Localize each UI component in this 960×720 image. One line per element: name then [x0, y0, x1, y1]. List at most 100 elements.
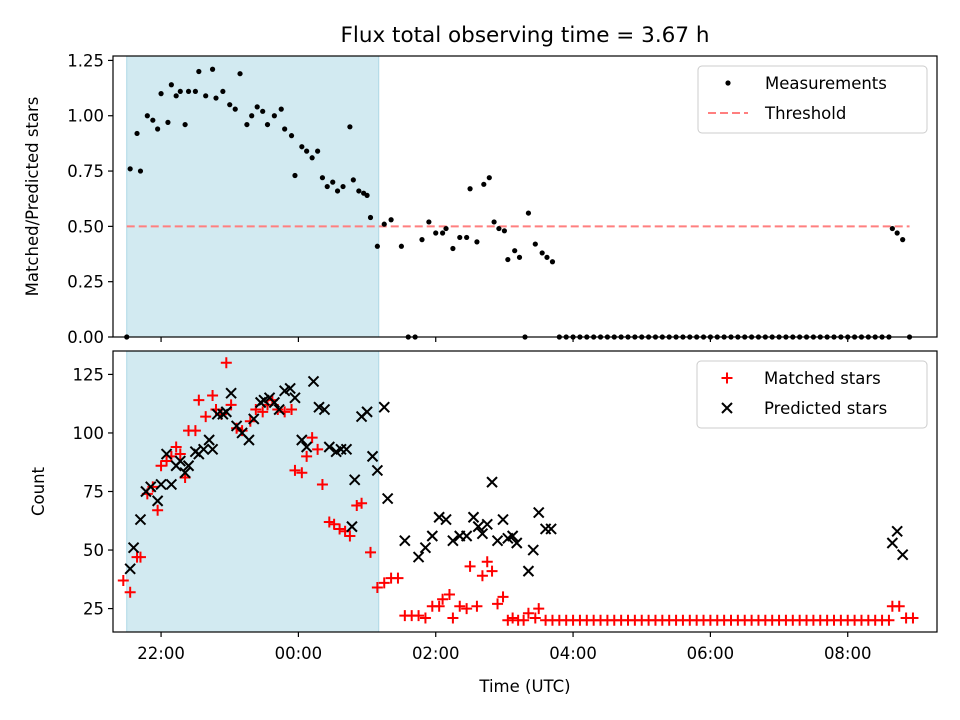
x-tick-label: 02:00	[412, 644, 460, 663]
measurement-point	[309, 155, 315, 161]
matched-point	[207, 389, 219, 401]
matched-point	[301, 450, 313, 462]
x-tick-label: 00:00	[275, 644, 323, 663]
measurement-point	[516, 254, 523, 260]
measurement-point	[381, 221, 387, 227]
predicted-point	[155, 478, 167, 491]
measurement-point	[315, 148, 321, 154]
predicted-point	[174, 455, 187, 467]
predicted-point	[481, 518, 493, 530]
measurement-point	[324, 183, 330, 190]
matched-point	[334, 523, 346, 535]
measurement-point	[173, 93, 179, 99]
legend: Matched stars Predicted stars	[696, 360, 928, 429]
matched-point	[189, 425, 201, 437]
predicted-point	[230, 420, 243, 432]
predicted-point	[426, 530, 439, 542]
measurement-point	[340, 183, 346, 190]
measurement-point	[440, 230, 446, 236]
predicted-point	[486, 476, 498, 488]
measurement-point	[249, 113, 255, 119]
predicted-point	[399, 534, 411, 547]
measurement-point	[150, 117, 156, 123]
predicted-point	[545, 523, 557, 535]
measurement-point	[182, 121, 188, 128]
matched-point	[378, 577, 390, 589]
predicted-point	[197, 443, 210, 456]
measurement-point	[209, 66, 216, 72]
measurement-point	[491, 219, 497, 225]
matched-point	[497, 591, 509, 603]
predicted-point	[289, 392, 301, 404]
x-tick-label: 22:00	[137, 644, 185, 663]
count-panel: 25 50 75 100 125 22:00 00:00 02:00 04:00 06:00 08:…	[29, 350, 938, 696]
legend: Measurements Threshold	[697, 65, 928, 134]
predicted-point	[467, 511, 480, 523]
matched-point	[152, 504, 164, 516]
measurement-point	[319, 175, 326, 181]
matched-point	[533, 603, 545, 615]
matched-point	[220, 357, 232, 369]
y-tick-label: 0.75	[67, 162, 104, 181]
measurement-point	[501, 228, 507, 234]
measurement-point	[481, 181, 487, 187]
matched-point	[155, 460, 167, 472]
predicted-point	[300, 441, 313, 453]
measurement-point	[192, 88, 198, 95]
measurement-point	[388, 217, 394, 223]
measurement-point	[450, 245, 456, 252]
matched-point	[339, 525, 351, 537]
predicted-point	[284, 382, 296, 395]
predicted-point	[381, 492, 394, 505]
observing-span	[126, 350, 380, 633]
predicted-point	[346, 520, 358, 533]
legend-predicted-marker	[721, 402, 733, 414]
matched-point	[257, 406, 269, 418]
matched-point	[161, 455, 173, 467]
matched-point	[893, 600, 905, 612]
matched-point	[371, 582, 383, 594]
measurement-point	[144, 113, 150, 119]
predicted-point	[124, 563, 136, 575]
y-tick-label: 100	[73, 424, 105, 443]
matched-point	[225, 399, 237, 411]
measurement-point	[356, 188, 362, 194]
measurement-point	[304, 148, 310, 154]
predicted-point	[151, 495, 164, 507]
y-tick-label: 0.25	[67, 273, 104, 292]
measurement-point	[525, 210, 532, 216]
observing-span	[126, 55, 380, 338]
measurement-point	[155, 126, 161, 132]
matched-point	[413, 610, 425, 622]
measurement-point	[282, 126, 288, 132]
measurement-point	[486, 175, 492, 181]
matched-point	[286, 404, 298, 416]
predicted-point	[296, 434, 308, 446]
legend-matched-marker	[721, 372, 733, 384]
predicted-point	[378, 401, 390, 413]
predicted-point	[433, 511, 445, 523]
predicted-point	[179, 467, 191, 479]
predicted-point	[248, 413, 260, 425]
measurement-point	[196, 68, 202, 75]
predicted-point	[134, 513, 147, 526]
measurement-point	[532, 241, 538, 247]
matched-point	[447, 612, 459, 624]
matched-point	[174, 448, 186, 460]
y-tick-label: 0.00	[67, 328, 104, 347]
measurement-point	[254, 104, 260, 110]
axes-frame	[112, 55, 938, 338]
matched-point	[365, 546, 376, 558]
measurement-point	[505, 256, 511, 263]
predicted-point	[220, 406, 233, 418]
measurement-point	[347, 124, 353, 130]
measurement-point	[467, 186, 473, 192]
predicted-point	[340, 443, 353, 456]
measurement-point	[227, 102, 233, 108]
measurement-point	[367, 214, 374, 221]
matched-point	[443, 589, 455, 601]
predicted-point	[165, 478, 178, 491]
measurement-point	[299, 144, 305, 150]
predicted-point	[318, 403, 331, 416]
matched-point	[124, 586, 136, 598]
